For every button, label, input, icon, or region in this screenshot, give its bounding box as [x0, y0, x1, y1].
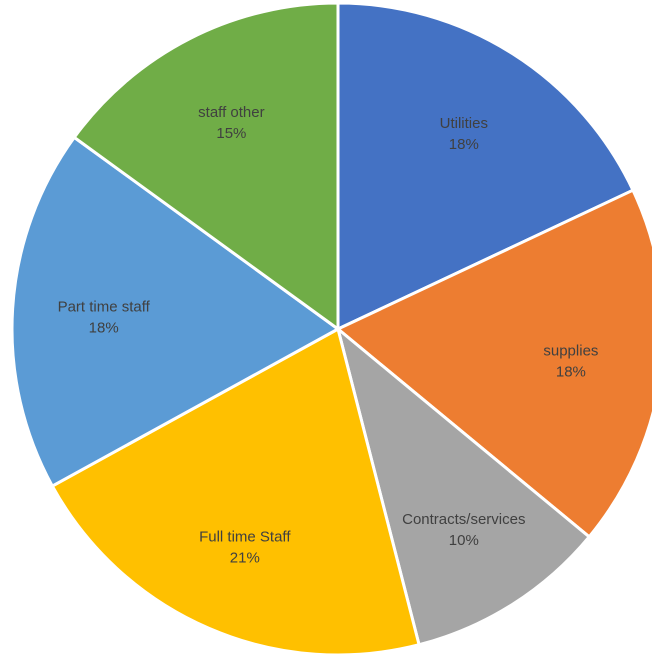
pie-slice-percent-5: 15%	[216, 125, 246, 142]
pie-slice-label-5: staff other	[198, 104, 264, 121]
pie-slice-label-4: Part time staff	[58, 298, 151, 315]
pie-slice-5	[72, 1, 340, 331]
pie-slice-label-2: Contracts/services	[402, 511, 525, 528]
pie-slice-label-3: Full time Staff	[199, 528, 291, 545]
pie-slice-3	[50, 327, 421, 656]
pie-labels: Utilities 18% supplies 18% Contracts/service…	[58, 104, 599, 567]
pie-slice-percent-3: 21%	[230, 549, 260, 566]
pie-slices	[10, 1, 652, 656]
pie-slice-4	[10, 135, 340, 488]
pie-slice-0	[336, 1, 635, 331]
pie-slice-percent-4: 18%	[89, 319, 119, 336]
pie-slice-label-0: Utilities	[440, 115, 488, 132]
pie-slice-label-1: supplies	[543, 342, 598, 359]
pie-slice-percent-0: 18%	[449, 136, 479, 153]
pie-slice-percent-1: 18%	[556, 363, 586, 380]
pie-slice-percent-2: 10%	[449, 532, 479, 549]
pie-slice-2	[336, 327, 591, 647]
pie-slice-1	[336, 188, 652, 539]
